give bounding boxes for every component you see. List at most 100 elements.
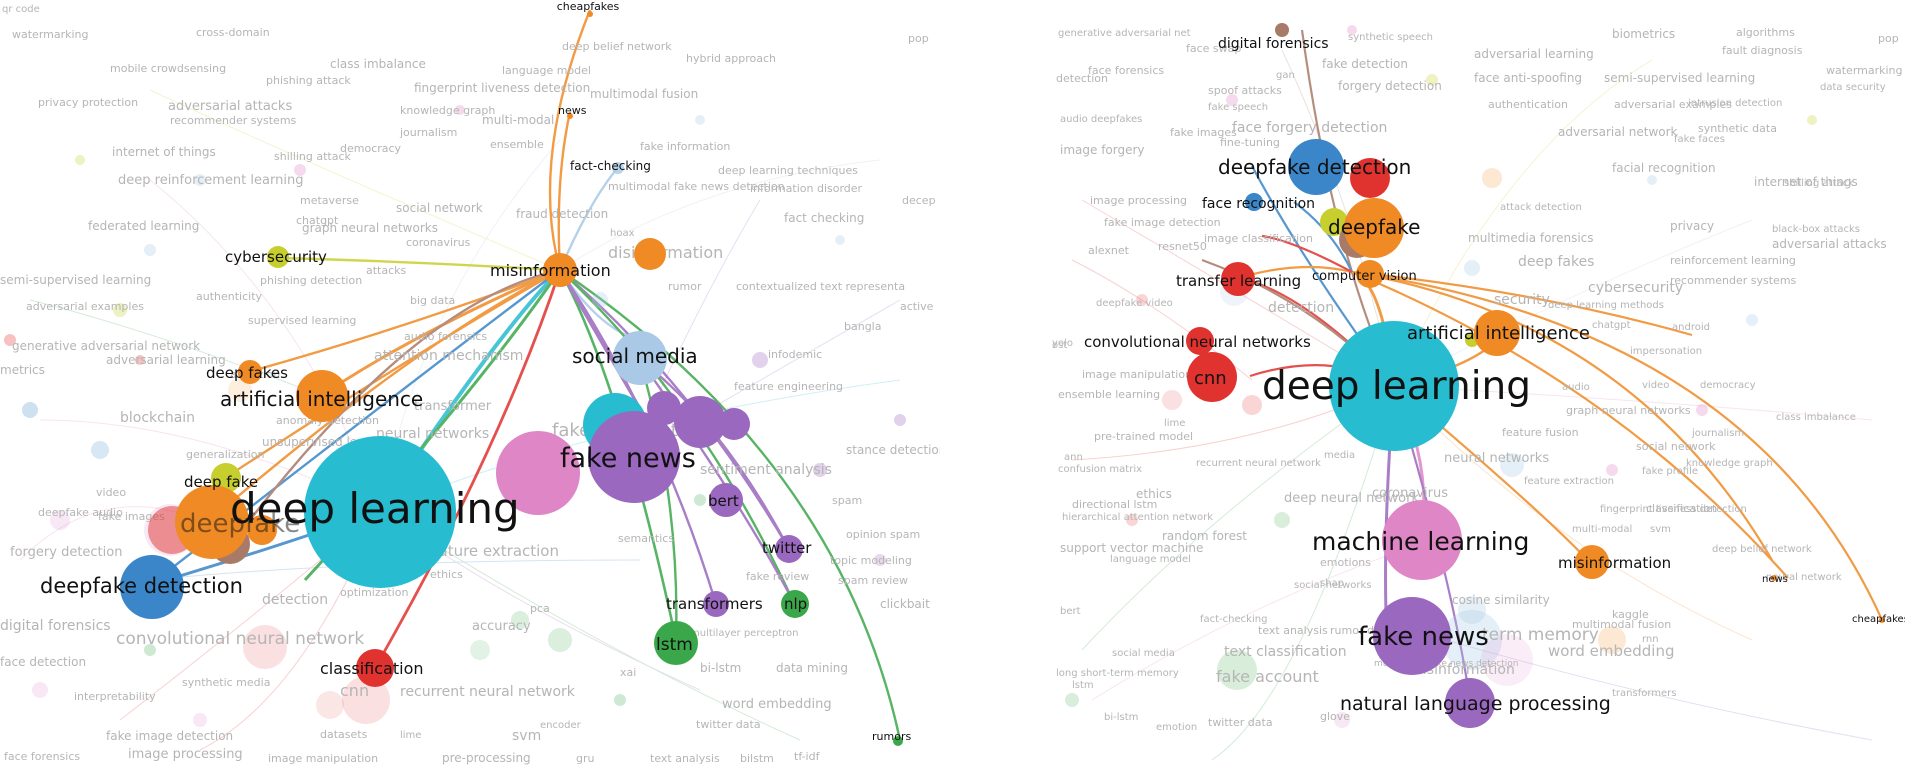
node-classification[interactable] [356, 649, 394, 687]
bg-term: deep learning techniques [718, 164, 858, 177]
bg-term: fact checking [784, 211, 864, 225]
bg-term: yolo [1052, 338, 1073, 349]
bg-term: deep belief network [1712, 544, 1812, 555]
bg-term: qr code [2, 4, 40, 15]
bg-term: emotion [1156, 722, 1197, 733]
bg-term: rumor [668, 280, 702, 293]
label-convolutional-neural-networks: convolutional neural networks [1084, 333, 1311, 351]
node-deep-learning[interactable] [1329, 321, 1459, 451]
node-natural-language-processing[interactable] [1445, 678, 1495, 728]
bg-term: language model [502, 64, 591, 77]
node-deep-fake[interactable] [211, 463, 241, 493]
bg-term: democracy [1700, 380, 1756, 391]
node-digital-forensics[interactable] [1275, 23, 1289, 37]
bg-term: ann [1064, 452, 1083, 463]
node-deep-learning[interactable] [304, 436, 456, 588]
bg-term: social network [396, 201, 483, 215]
node-twitter[interactable] [775, 535, 803, 563]
bg-term: privacy protection [38, 96, 138, 109]
node-artificial-intelligence[interactable] [1474, 310, 1520, 356]
node-transformers[interactable] [703, 591, 729, 617]
bg-term: contextualized text representa [736, 280, 905, 293]
node-deepfake-small[interactable] [247, 515, 277, 545]
label-deep-learning: deep learning [230, 484, 520, 533]
bg-term: knowledge graph [1686, 458, 1773, 469]
bg-term: adversarial attacks [168, 99, 292, 114]
bg-term: random forest [1162, 529, 1247, 543]
node-deep-fakes[interactable] [238, 360, 262, 384]
node-machine-learning[interactable] [1382, 500, 1462, 580]
label-artificial-intelligence: artificial intelligence [1407, 323, 1590, 344]
node-social-media[interactable] [613, 331, 667, 385]
bg-term: adversarial learning [106, 353, 226, 367]
bg-term: feature engineering [734, 380, 843, 393]
node-face-recognition[interactable] [1245, 193, 1263, 211]
node-computer-vision[interactable] [1356, 260, 1384, 288]
bg-term: gru [576, 752, 594, 765]
node-news[interactable] [1771, 575, 1777, 581]
node-deepfake-red[interactable] [1350, 158, 1390, 198]
bg-term: forgery detection [1338, 79, 1442, 93]
label-deep-fake: deep fake [184, 473, 258, 491]
bg-term: image manipulation [1082, 368, 1192, 381]
bg-term: rnn [1642, 634, 1659, 645]
bg-term: video [96, 486, 126, 499]
node-deepfake[interactable] [175, 485, 249, 559]
bg-term: ethics [1136, 487, 1172, 501]
bg-term: forgery detection [10, 545, 122, 560]
bg-term: alexnet [1088, 244, 1130, 257]
bg-term: fingerprint liveness detection [1600, 504, 1747, 515]
label-social-media: social media [572, 344, 698, 368]
node-deepfake-detection[interactable] [1288, 139, 1344, 195]
label-news: news [1762, 574, 1788, 585]
bg-term: recommender systems [1670, 274, 1797, 287]
bg-term: information disorder [750, 182, 863, 195]
node-bert[interactable] [709, 483, 743, 517]
bg-term: deepfake video [1096, 298, 1173, 309]
bg-term: class imbalance [330, 57, 426, 71]
node-convolutional-neural-networks[interactable] [1186, 327, 1214, 355]
node-fake-news[interactable] [588, 411, 680, 503]
bg-term: multimodal fusion [590, 87, 698, 101]
bg-term: attack detection [1500, 202, 1582, 213]
bg-term: blockchain [120, 410, 195, 426]
node-deepfake-yellow[interactable] [1320, 208, 1348, 236]
bg-term: pre-processing [442, 751, 531, 765]
node-transfer-learning[interactable] [1221, 262, 1255, 296]
node-disinformation[interactable] [634, 238, 666, 270]
node-sentiment-cluster-c[interactable] [718, 408, 750, 440]
node-deepfake-detection[interactable] [120, 555, 184, 619]
label-twitter: twitter [762, 539, 812, 557]
bg-term: facial recognition [1612, 161, 1716, 175]
bg-term: fault diagnosis [1722, 44, 1803, 57]
label-fact-checking: fact-checking [570, 159, 651, 173]
node-sentiment-cluster-b[interactable] [674, 396, 726, 448]
bg-term: bert [1060, 606, 1081, 617]
bg-term: attacks [366, 264, 407, 277]
bg-term: deep fakes [1518, 254, 1594, 270]
bg-term: fake image detection [1104, 216, 1221, 229]
node-news[interactable] [567, 113, 573, 119]
node-misinformation[interactable] [1575, 545, 1609, 579]
node-nlp[interactable] [781, 590, 809, 618]
bg-term: reinforcement learning [1670, 254, 1796, 267]
bg-term: infodemic [768, 348, 822, 361]
node-fake-news[interactable] [1373, 597, 1451, 675]
node-artificial-intelligence[interactable] [296, 370, 348, 422]
node-cybersecurity[interactable] [267, 246, 289, 268]
node-machine-learning[interactable] [496, 431, 580, 515]
node-fact-checking[interactable] [612, 162, 624, 174]
node-lstm[interactable] [654, 621, 698, 665]
node-rumors[interactable] [893, 736, 903, 746]
node-misinformation[interactable] [543, 253, 577, 287]
bg-term: coronavirus [1372, 486, 1448, 501]
node-deepfake[interactable] [1344, 198, 1404, 258]
network-map-right: generative adversarial net synthetic spe… [1052, 23, 1905, 761]
node-cheapfakes[interactable] [1879, 617, 1885, 623]
label-bert: bert [708, 492, 739, 510]
bg-term: ethics [430, 568, 463, 581]
node-cheapfakes[interactable] [587, 11, 593, 17]
bg-term: data security [1820, 82, 1886, 93]
bg-term: biometrics [1612, 27, 1675, 41]
node-cnn[interactable] [1187, 352, 1237, 402]
